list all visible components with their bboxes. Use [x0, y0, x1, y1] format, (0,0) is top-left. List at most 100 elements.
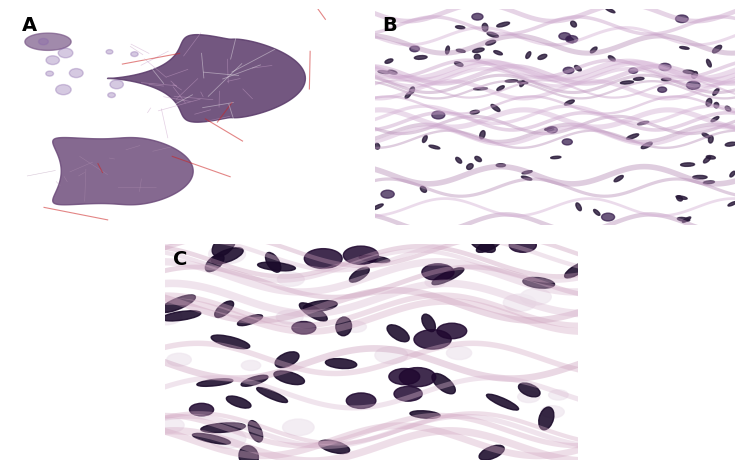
Ellipse shape	[507, 165, 530, 182]
Ellipse shape	[725, 142, 736, 146]
Ellipse shape	[482, 23, 488, 31]
Ellipse shape	[563, 44, 593, 59]
Ellipse shape	[590, 47, 597, 53]
Ellipse shape	[608, 56, 615, 61]
Ellipse shape	[211, 248, 243, 264]
Ellipse shape	[706, 60, 711, 67]
Circle shape	[509, 238, 536, 252]
Ellipse shape	[725, 106, 730, 111]
Ellipse shape	[426, 37, 447, 55]
Circle shape	[276, 310, 303, 324]
Circle shape	[149, 308, 182, 325]
Ellipse shape	[712, 89, 719, 95]
Circle shape	[518, 391, 540, 402]
Ellipse shape	[614, 175, 623, 182]
Polygon shape	[25, 33, 71, 50]
Ellipse shape	[326, 359, 357, 369]
Ellipse shape	[206, 254, 224, 272]
Circle shape	[304, 249, 342, 268]
Ellipse shape	[681, 163, 694, 166]
Ellipse shape	[506, 80, 518, 82]
Circle shape	[56, 84, 71, 95]
Circle shape	[278, 272, 304, 286]
Ellipse shape	[496, 22, 509, 27]
Ellipse shape	[197, 379, 232, 386]
Ellipse shape	[605, 8, 615, 13]
Ellipse shape	[571, 21, 577, 27]
Ellipse shape	[676, 196, 682, 201]
Ellipse shape	[385, 59, 393, 63]
Ellipse shape	[214, 301, 233, 318]
Ellipse shape	[496, 164, 506, 167]
Ellipse shape	[193, 433, 230, 444]
Ellipse shape	[475, 156, 482, 162]
Circle shape	[503, 294, 536, 311]
Circle shape	[686, 81, 700, 90]
Ellipse shape	[662, 78, 671, 81]
Circle shape	[563, 67, 574, 74]
Ellipse shape	[704, 156, 711, 163]
Ellipse shape	[494, 51, 502, 55]
Ellipse shape	[706, 98, 712, 106]
Ellipse shape	[238, 315, 262, 325]
Ellipse shape	[456, 157, 462, 163]
Ellipse shape	[682, 217, 691, 222]
Text: B: B	[382, 16, 397, 35]
Ellipse shape	[520, 81, 524, 87]
Ellipse shape	[464, 103, 497, 123]
Circle shape	[166, 353, 191, 366]
Circle shape	[209, 244, 245, 264]
Ellipse shape	[432, 373, 455, 394]
Ellipse shape	[436, 119, 460, 137]
Ellipse shape	[266, 252, 280, 272]
Ellipse shape	[432, 268, 464, 285]
Ellipse shape	[706, 156, 716, 159]
Ellipse shape	[709, 136, 713, 143]
Circle shape	[46, 71, 53, 76]
Ellipse shape	[567, 37, 574, 43]
Circle shape	[676, 15, 688, 23]
Circle shape	[549, 390, 568, 400]
Circle shape	[414, 330, 452, 349]
Ellipse shape	[583, 26, 600, 51]
Circle shape	[46, 56, 59, 65]
Circle shape	[292, 322, 316, 334]
Ellipse shape	[518, 383, 540, 397]
Ellipse shape	[454, 62, 463, 67]
Circle shape	[410, 46, 419, 52]
Ellipse shape	[422, 136, 427, 143]
Circle shape	[541, 406, 564, 418]
Ellipse shape	[378, 70, 389, 74]
Ellipse shape	[692, 72, 698, 78]
Circle shape	[422, 264, 454, 280]
Ellipse shape	[372, 204, 383, 210]
Ellipse shape	[248, 421, 262, 442]
Ellipse shape	[212, 234, 236, 257]
Ellipse shape	[162, 311, 201, 321]
Ellipse shape	[626, 134, 639, 139]
Circle shape	[388, 369, 420, 385]
Ellipse shape	[241, 375, 268, 386]
Ellipse shape	[303, 301, 338, 311]
Ellipse shape	[474, 54, 480, 60]
Ellipse shape	[470, 236, 495, 252]
Ellipse shape	[711, 117, 719, 122]
Circle shape	[559, 33, 571, 40]
Ellipse shape	[414, 56, 427, 60]
Ellipse shape	[634, 77, 644, 80]
Ellipse shape	[319, 440, 350, 454]
Circle shape	[345, 321, 367, 333]
Circle shape	[110, 80, 124, 89]
Ellipse shape	[565, 100, 574, 105]
Ellipse shape	[455, 26, 465, 29]
Ellipse shape	[479, 445, 504, 460]
Ellipse shape	[638, 121, 649, 125]
Ellipse shape	[730, 171, 735, 177]
Polygon shape	[53, 137, 194, 205]
Ellipse shape	[728, 202, 736, 206]
Circle shape	[209, 429, 246, 448]
Circle shape	[520, 289, 551, 305]
Ellipse shape	[472, 48, 484, 53]
Ellipse shape	[677, 218, 690, 221]
Ellipse shape	[680, 46, 689, 49]
